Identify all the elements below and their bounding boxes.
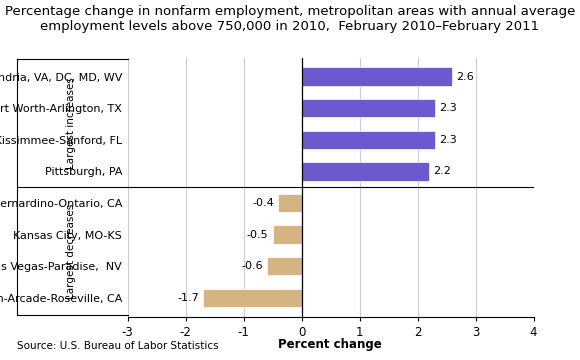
Bar bbox=[302, 162, 429, 181]
Text: Largest increases: Largest increases bbox=[66, 77, 76, 169]
Bar bbox=[302, 131, 435, 149]
Text: Percentage change in nonfarm employment, metropolitan areas with annual average
: Percentage change in nonfarm employment,… bbox=[5, 5, 575, 33]
Text: -0.6: -0.6 bbox=[241, 261, 263, 271]
Text: -0.5: -0.5 bbox=[247, 230, 269, 240]
Text: Percent change: Percent change bbox=[278, 338, 382, 351]
Text: 2.2: 2.2 bbox=[433, 166, 451, 176]
Text: 2.3: 2.3 bbox=[439, 103, 457, 113]
Text: 2.6: 2.6 bbox=[456, 72, 474, 82]
Bar bbox=[273, 225, 302, 244]
Text: 2.3: 2.3 bbox=[439, 135, 457, 145]
Bar bbox=[267, 257, 302, 275]
Text: Largest decreases: Largest decreases bbox=[66, 204, 76, 299]
Bar bbox=[302, 99, 435, 117]
Bar bbox=[203, 289, 302, 307]
Bar bbox=[302, 67, 452, 86]
Text: -1.7: -1.7 bbox=[177, 293, 199, 303]
Text: -0.4: -0.4 bbox=[252, 198, 274, 208]
Bar bbox=[278, 194, 302, 212]
Text: Source: U.S. Bureau of Labor Statistics: Source: U.S. Bureau of Labor Statistics bbox=[17, 341, 219, 351]
